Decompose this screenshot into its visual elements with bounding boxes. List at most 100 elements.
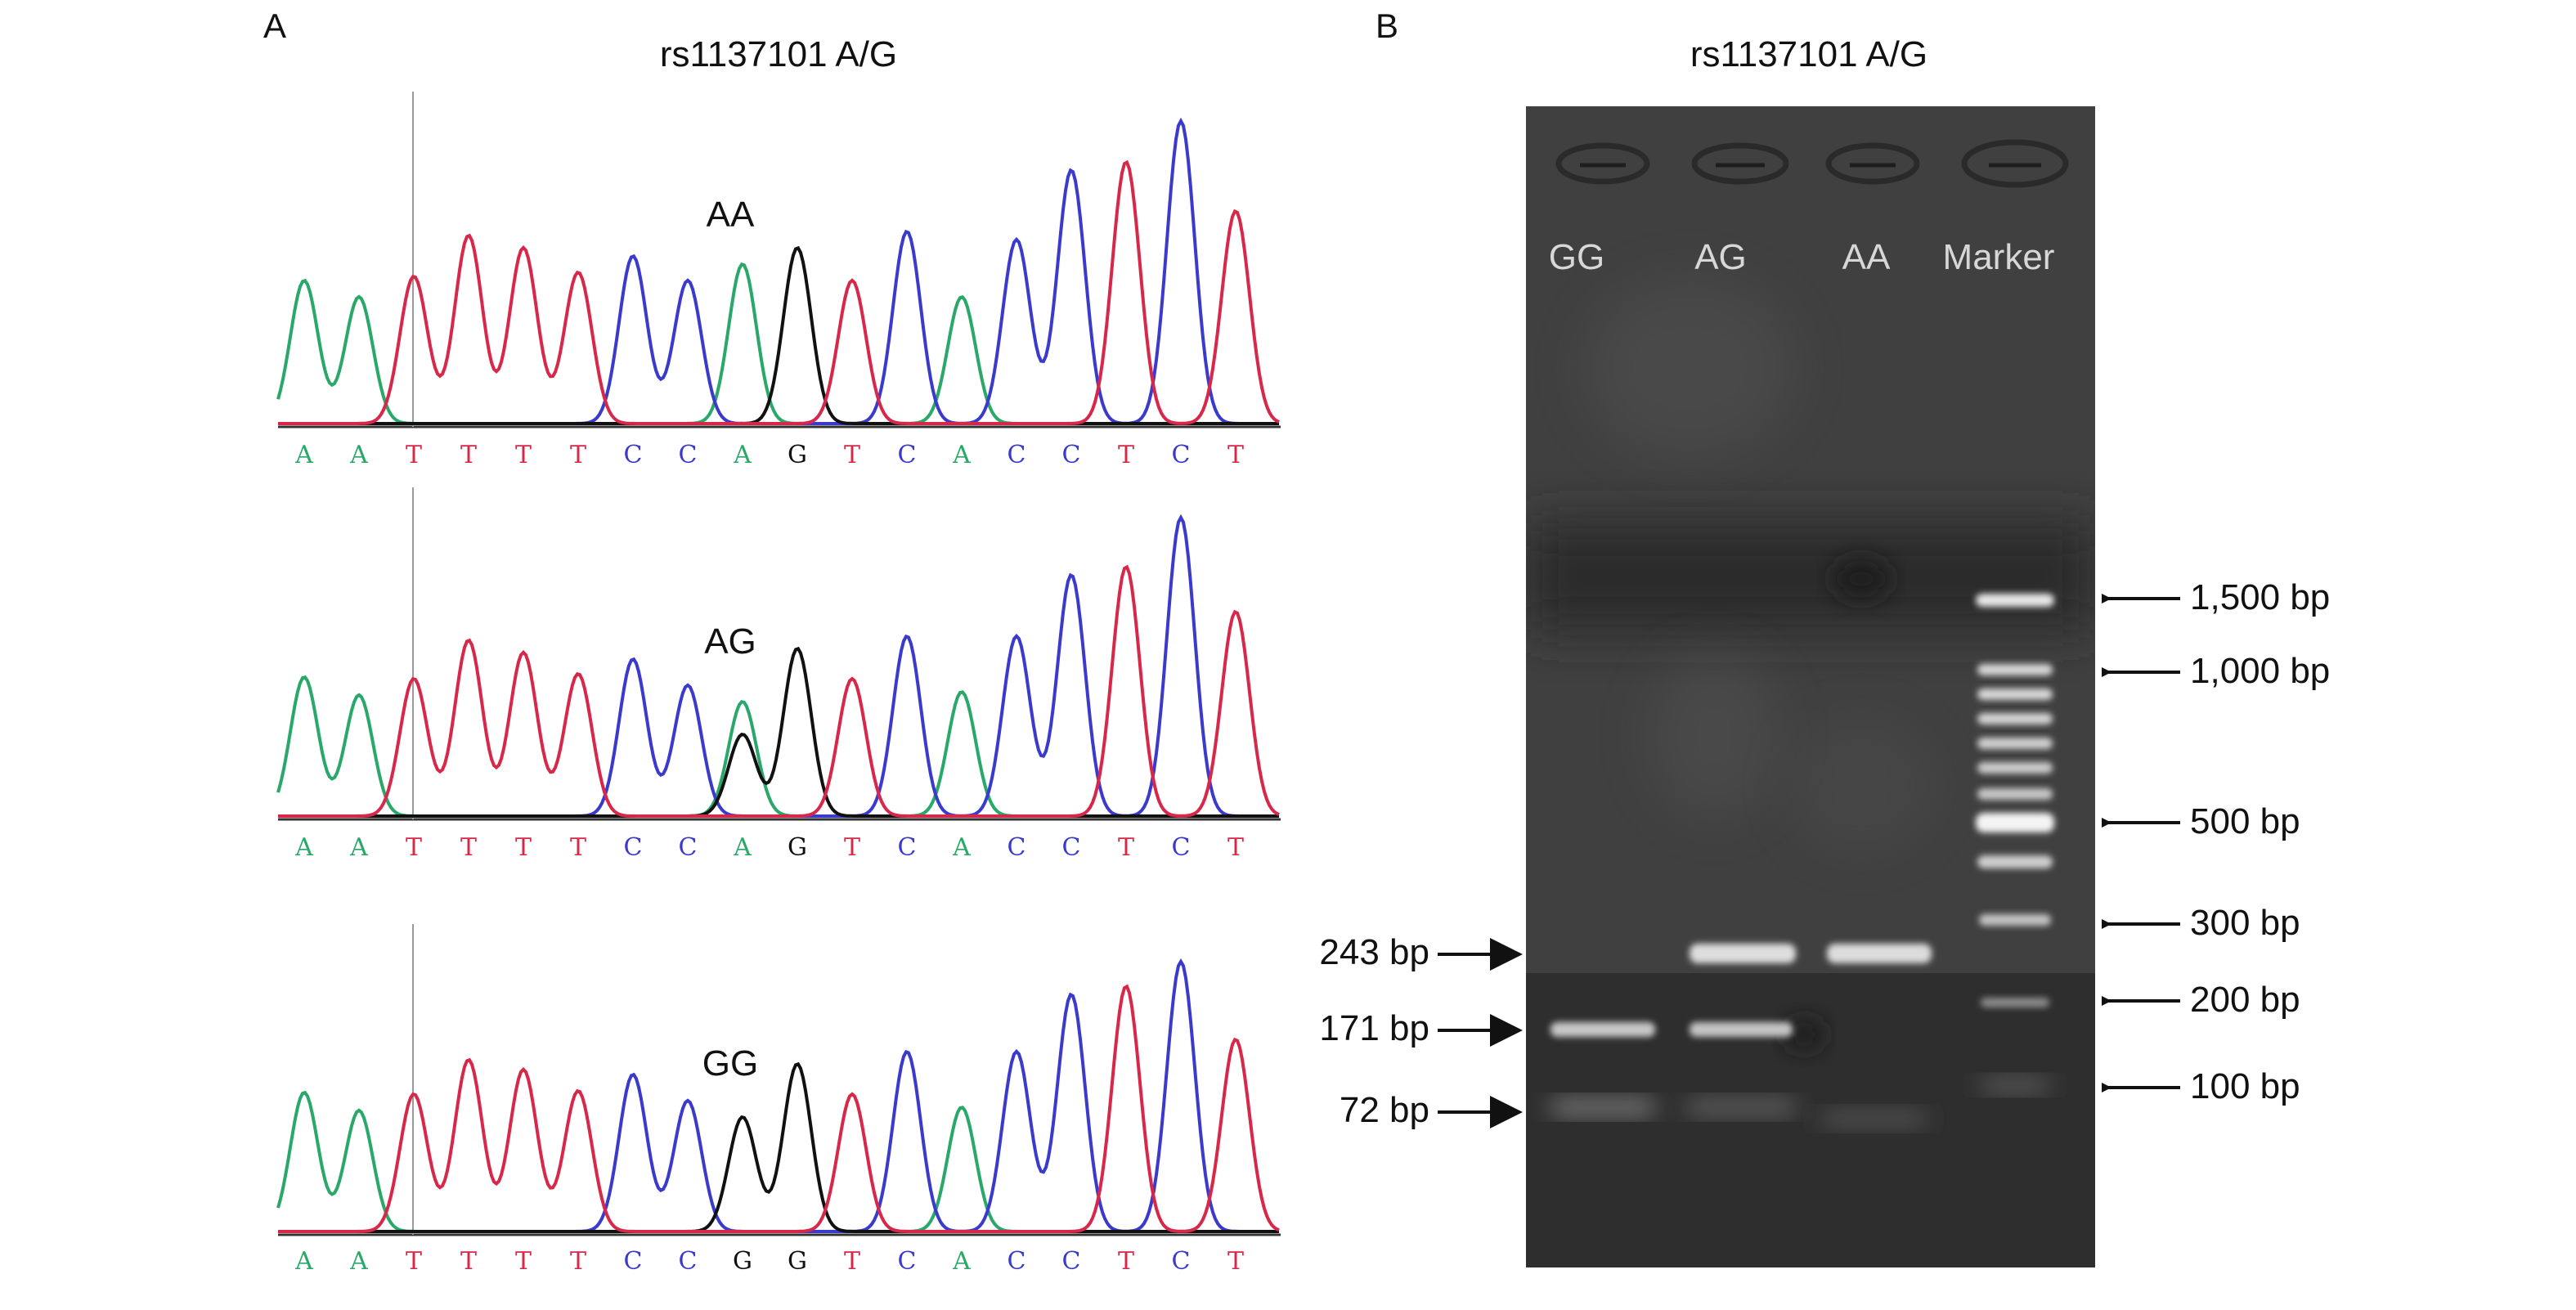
base-call-letter: C — [1172, 441, 1191, 469]
base-call-letter: A — [349, 1247, 368, 1276]
base-call-letter: A — [349, 833, 368, 862]
base-call-letter: C — [679, 1247, 698, 1276]
gel-dark-spot — [1784, 1020, 1824, 1049]
base-call-letter: C — [1008, 833, 1026, 862]
band-aa-72 — [1820, 1112, 1927, 1125]
gel-well — [1555, 142, 1650, 185]
base-call-letter: C — [624, 833, 643, 862]
marker-label-1500: 1,500 bp — [2190, 577, 2331, 617]
band-aa-243 — [1827, 944, 1932, 963]
base-call-letter: C — [1062, 441, 1081, 469]
base-call-letter: C — [1172, 1247, 1191, 1276]
marker-label-171: 171 bp — [1319, 1008, 1429, 1048]
base-call-letter: G — [733, 1247, 752, 1276]
base-call-letter: T — [515, 833, 532, 862]
genotype-label-ag: AG — [704, 621, 756, 662]
base-call-letter: T — [1227, 1247, 1244, 1276]
gel-haze — [1583, 278, 1796, 458]
base-call-letter: A — [294, 441, 313, 469]
base-call-letter: C — [679, 833, 698, 862]
base-call-letter: C — [1172, 833, 1191, 862]
gel-bands — [1526, 139, 2095, 1267]
base-call-letter: T — [460, 441, 477, 469]
marker-label-72: 72 bp — [1339, 1090, 1429, 1130]
left-marker-arrows — [1438, 938, 1523, 1128]
gel-dark-spot — [1833, 559, 1889, 599]
base-call-letter: C — [624, 1247, 643, 1276]
gel-well — [1961, 139, 2069, 188]
trace-peaks-t — [278, 984, 1280, 1233]
base-call-letter: T — [460, 1247, 477, 1276]
base-call-letter: T — [515, 1247, 532, 1276]
base-call-letter: T — [406, 1247, 422, 1276]
base-call-letter: A — [733, 833, 752, 862]
base-call-letter: A — [733, 441, 752, 469]
base-call-letter: T — [1227, 441, 1244, 469]
genotype-label-aa: AA — [706, 195, 755, 235]
panel-b-title: rs1137101 A/G — [1690, 34, 1928, 74]
base-call-letter: C — [898, 833, 917, 862]
base-call-letter: T — [515, 441, 532, 469]
gel-well — [1691, 142, 1789, 185]
base-call-letter: T — [570, 833, 586, 862]
gel-lower-region — [1526, 973, 2095, 1267]
base-call-letter: G — [788, 833, 807, 862]
base-call-letter: A — [294, 1247, 313, 1276]
trace-peaks-c — [278, 514, 1279, 818]
band-gg-72 — [1551, 1101, 1655, 1114]
sample-bands — [1551, 944, 1932, 1125]
base-call-letter: C — [1008, 441, 1026, 469]
base-call-letter: A — [952, 1247, 971, 1276]
base-call-letter: C — [1062, 1247, 1081, 1276]
base-call-letter: T — [1227, 833, 1244, 862]
base-call-letter: T — [844, 1247, 860, 1276]
gel-well — [1825, 142, 1920, 185]
panel-a-title: rs1137101 A/G — [659, 34, 898, 74]
base-call-letter: G — [788, 1247, 807, 1276]
base-call-letter: T — [460, 833, 477, 862]
gel-shadow-band — [1526, 523, 2095, 630]
gel-haze — [1649, 654, 1779, 818]
marker-ladder — [1976, 594, 2054, 1091]
band-ag-243 — [1690, 944, 1796, 963]
base-call-letter: A — [952, 833, 971, 862]
base-call-letter: C — [1062, 833, 1081, 862]
trace-peaks-c — [278, 958, 1279, 1233]
lane-label-gg: GG — [1548, 237, 1605, 277]
base-call-letter: C — [624, 441, 643, 469]
marker-label-243: 243 bp — [1319, 932, 1429, 972]
base-call-letter: C — [898, 441, 917, 469]
gel-image: GG AG AA Marker — [1526, 106, 2095, 1267]
marker-label-200: 200 bp — [2190, 980, 2300, 1020]
base-call-letter: A — [952, 441, 971, 469]
gel-haze — [1788, 720, 1935, 850]
band-ag-171 — [1690, 1022, 1793, 1037]
band-gg-171 — [1551, 1022, 1655, 1037]
band-ag-72 — [1686, 1101, 1796, 1114]
panel-b-letter: B — [1376, 7, 1399, 45]
base-call-letter: T — [1118, 833, 1134, 862]
trace-peaks-t — [278, 564, 1280, 818]
panel-a-letter: A — [263, 7, 287, 45]
trace-peaks-t — [278, 159, 1280, 425]
base-call-letter: C — [898, 1247, 917, 1276]
marker-label-500: 500 bp — [2190, 801, 2300, 841]
base-call-letter: T — [844, 833, 860, 862]
marker-label-100: 100 bp — [2190, 1066, 2300, 1106]
lane-label-aa: AA — [1842, 237, 1891, 277]
base-call-letter: A — [349, 441, 368, 469]
right-marker-arrows — [2102, 582, 2180, 1104]
lane-label-marker: Marker — [1942, 237, 2055, 277]
marker-label-1000: 1,000 bp — [2190, 651, 2331, 691]
genotype-label-gg: GG — [702, 1043, 759, 1083]
base-call-letter: T — [1118, 441, 1134, 469]
marker-label-300: 300 bp — [2190, 903, 2300, 943]
lane-label-ag: AG — [1694, 237, 1747, 277]
base-call-letter: T — [570, 441, 586, 469]
base-call-letter: T — [406, 833, 422, 862]
base-call-letter: T — [1118, 1247, 1134, 1276]
